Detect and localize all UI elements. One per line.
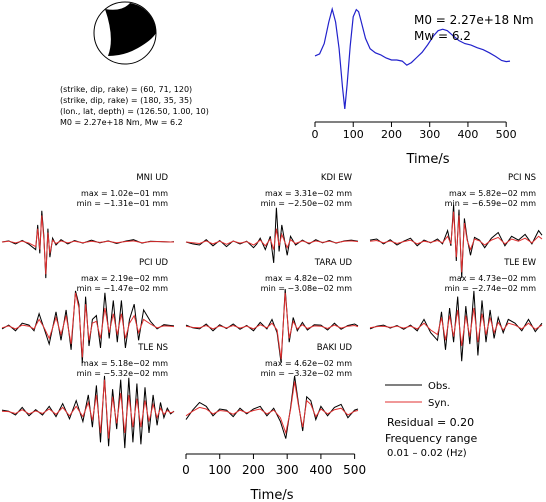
synthetic-waveform [369,307,543,347]
synthetic-waveform [185,292,359,360]
max-amplitude-label: max = 4.82e−02 mm [265,274,352,283]
observed-waveform [369,204,543,279]
stf-x-axis-label: Time/s [406,152,450,167]
mechanism-line: (lon., lat, depth) = (126.50, 1.00, 10) [60,107,209,116]
observed-waveform [185,375,359,439]
synthetic-waveform [1,292,175,358]
waveform-x-tick-label: 500 [343,463,366,477]
mw-label: Mw = 6.2 [414,29,471,43]
waveform-x-axis-label: Time/s [250,488,294,502]
min-amplitude-label: min = −3.32e−02 mm [261,369,353,378]
max-amplitude-label: max = 2.19e−02 mm [81,274,168,283]
station-label: MNI UD [136,173,168,183]
observed-waveform [1,375,175,449]
synthetic-waveform [185,228,359,250]
mechanism-line: (strike, dip, rake) = (60, 71, 120) [60,85,192,94]
waveform-x-tick-label: 100 [208,463,231,477]
stf-x-tick-label: 100 [343,128,364,141]
stf-x-tick-label: 200 [381,128,402,141]
residual-label: Residual = 0.20 [387,416,474,429]
max-amplitude-label: max = 3.31e−02 mm [265,189,352,198]
max-amplitude-label: max = 5.18e−02 mm [81,359,168,368]
waveform-x-tick-label: 300 [276,463,299,477]
legend-syn-label: Syn. [428,398,450,409]
station-label: BAKI UD [317,343,353,353]
m0-label: M0 = 2.27e+18 Nm [414,13,534,27]
legend-obs-label: Obs. [428,381,451,392]
mechanism-line: (strike, dip, rake) = (180, 35, 35) [60,96,192,105]
stf-x-axis: 0 100 200 300 400 500 [312,121,517,141]
observed-waveform [185,207,359,263]
beach-ball-compression-quadrant [105,3,156,56]
observed-waveform [1,210,175,279]
stf-x-tick-label: 300 [419,128,440,141]
max-amplitude-label: max = 4.73e−02 mm [449,274,536,283]
synthetic-waveform [185,381,359,435]
stf-x-tick-label: 500 [496,128,517,141]
min-amplitude-label: min = −6.59e−02 mm [445,199,537,208]
min-amplitude-label: min = −2.50e−02 mm [261,199,353,208]
mechanism-line: M0 = 2.27e+18 Nm, Mw = 6.2 [60,118,183,127]
frequency-range-value: 0.01 – 0.02 (Hz) [387,448,467,459]
max-amplitude-label: max = 5.82e−02 mm [449,189,536,198]
stf-x-tick-label: 400 [457,128,478,141]
synthetic-waveform [1,379,175,439]
min-amplitude-label: min = −2.74e−02 mm [445,284,537,293]
station-label: KDI EW [321,173,353,183]
waveform-x-axis: 0 100 200 300 400 500 [182,453,366,477]
waveform-x-tick-label: 0 [182,463,190,477]
station-label: TLE EW [503,258,536,268]
max-amplitude-label: max = 4.62e−02 mm [265,359,352,368]
min-amplitude-label: min = −3.08e−02 mm [261,284,353,293]
beach-ball [93,1,157,65]
station-label: PCI UD [139,258,168,268]
synthetic-waveform [369,211,543,273]
max-amplitude-label: max = 1.02e−01 mm [81,189,168,198]
waveform-x-tick-label: 200 [242,463,265,477]
min-amplitude-label: min = −5.32e−02 mm [77,369,169,378]
min-amplitude-label: min = −1.31e−01 mm [77,199,169,208]
station-label: TLE NS [137,343,168,353]
stf-plot: M0 = 2.27e+18 Nm Mw = 6.2 0 100 200 300 400 5… [312,6,534,167]
frequency-range-title: Frequency range [385,432,478,445]
mechanism-info: (strike, dip, rake) = (60, 71, 120) (str… [60,85,209,127]
min-amplitude-label: min = −1.47e−02 mm [77,284,169,293]
synthetic-waveform [1,215,174,275]
waveform-x-tick-label: 400 [309,463,332,477]
legend: Obs. Syn. Residual = 0.20 Frequency rang… [385,381,478,459]
station-label: PCI NS [508,173,536,183]
stf-x-tick-label: 0 [312,128,319,141]
stf-line [314,6,511,109]
station-label: TARA UD [314,258,353,268]
